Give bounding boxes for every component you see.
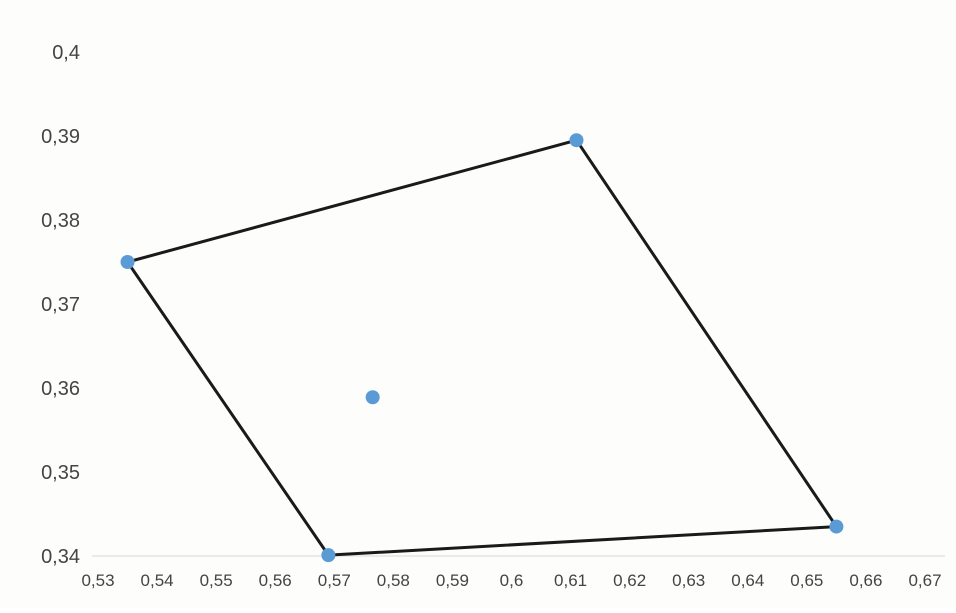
y-tick-label: 0,38 <box>41 210 80 232</box>
data-point <box>321 548 336 563</box>
x-tick-label: 0,64 <box>731 571 764 590</box>
data-point <box>569 133 584 148</box>
data-point <box>365 390 380 405</box>
x-tick-label: 0,65 <box>790 571 823 590</box>
data-point <box>120 255 135 269</box>
series-line <box>126 138 838 557</box>
y-tick-label: 0,36 <box>41 378 80 400</box>
x-axis-tick-labels: 0,53 0,54 0,55 0,56 0,57 0,58 0,59 0,6 0,61 0,62 0… <box>81 571 941 590</box>
x-tick-label: 0,63 <box>672 571 705 590</box>
x-tick-label: 0,58 <box>377 571 410 590</box>
x-tick-label: 0,62 <box>613 571 646 590</box>
y-tick-label: 0,37 <box>41 294 80 316</box>
series-lines <box>126 138 838 557</box>
x-tick-label: 0,56 <box>259 571 292 590</box>
x-tick-label: 0,54 <box>141 571 174 590</box>
x-tick-label: 0,57 <box>318 571 351 590</box>
y-tick-label: 0,34 <box>41 546 80 568</box>
y-axis-tick-labels: 0,34 0,35 0,36 0,37 0,38 0,39 0,4 <box>41 42 80 568</box>
y-tick-label: 0,35 <box>41 462 80 484</box>
series-points <box>120 133 844 563</box>
x-tick-label: 0,67 <box>908 571 941 590</box>
x-tick-label: 0,66 <box>849 571 882 590</box>
x-tick-label: 0,53 <box>81 571 114 590</box>
data-point <box>829 519 844 534</box>
x-tick-label: 0,55 <box>200 571 233 590</box>
x-tick-label: 0,6 <box>500 571 524 590</box>
y-tick-label: 0,39 <box>41 126 80 148</box>
x-tick-label: 0,61 <box>554 571 587 590</box>
y-tick-label: 0,4 <box>52 42 80 64</box>
x-tick-label: 0,59 <box>436 571 469 590</box>
